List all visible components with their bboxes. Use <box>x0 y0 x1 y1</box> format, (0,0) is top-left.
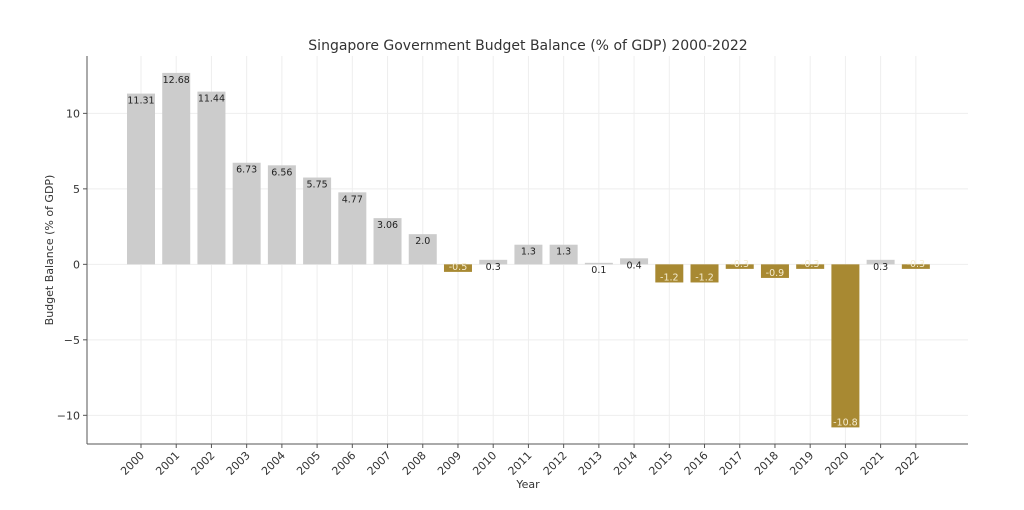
bar-2009 <box>443 264 472 272</box>
x-tick-label: 2015 <box>646 449 675 478</box>
data-label-2015: -1.2 <box>660 272 679 283</box>
data-label-2004: 6.56 <box>271 167 292 178</box>
bar-2019 <box>796 264 825 269</box>
y-ticks-group: −10 −5 0 5 10 <box>57 107 87 422</box>
x-axis-label: Year <box>515 478 540 491</box>
bar-2017 <box>725 264 754 269</box>
x-tick-label: 2018 <box>752 449 781 478</box>
x-tick-label: 2007 <box>365 449 394 478</box>
data-label-2022: -0.3 <box>907 259 926 270</box>
x-tick-label: 2010 <box>470 449 499 478</box>
data-label-2010: 0.3 <box>486 262 501 273</box>
data-label-2000: 11.31 <box>127 96 154 107</box>
data-label-2005: 5.75 <box>307 180 328 191</box>
x-tick-label: 2011 <box>506 449 535 478</box>
bar-2006 <box>338 192 367 265</box>
data-label-2011: 1.3 <box>521 247 536 258</box>
x-tick-label: 2006 <box>329 449 358 478</box>
y-tick-label: −10 <box>57 409 80 422</box>
y-tick-label: 5 <box>73 183 80 196</box>
x-tick-label: 2001 <box>153 449 182 478</box>
bar-2015 <box>655 264 684 283</box>
data-label-2020: -10.8 <box>833 417 858 428</box>
bar-2014 <box>620 258 649 265</box>
x-tick-label: 2008 <box>400 449 429 478</box>
x-tick-label: 2020 <box>823 449 852 478</box>
bar-2008 <box>408 234 437 265</box>
x-tick-label: 2014 <box>611 449 640 478</box>
x-tick-label: 2019 <box>787 449 816 478</box>
bar-2010 <box>479 259 508 265</box>
bar-2021 <box>866 259 895 265</box>
bar-2002 <box>197 91 226 265</box>
data-label-2019: -0.3 <box>801 259 820 270</box>
data-label-2017: -0.3 <box>730 259 749 270</box>
x-tick-label: 2004 <box>259 449 288 478</box>
data-labels-group: 11.31 12.68 11.44 6.73 6.56 5.75 4.77 3.06 2.0 -0… <box>127 75 925 428</box>
x-tick-label: 2012 <box>541 449 570 478</box>
bar-2003 <box>232 162 261 265</box>
bar-2001 <box>162 72 191 265</box>
bar-2005 <box>303 177 332 265</box>
bar-2004 <box>267 165 296 265</box>
bar-2011 <box>514 244 543 265</box>
data-label-2006: 4.77 <box>342 194 363 205</box>
y-tick-label: 0 <box>73 258 80 271</box>
data-label-2012: 1.3 <box>556 247 571 258</box>
data-label-2013: 0.1 <box>591 265 606 276</box>
data-label-2014: 0.4 <box>627 260 642 271</box>
chart-title: Singapore Government Budget Balance (% o… <box>308 38 747 54</box>
bar-2012 <box>549 244 578 265</box>
data-label-2002: 11.44 <box>198 94 225 105</box>
data-label-2003: 6.73 <box>236 165 257 176</box>
data-label-2009: -0.5 <box>449 262 468 273</box>
x-tick-label: 2000 <box>118 449 147 478</box>
data-label-2018: -0.9 <box>766 268 785 279</box>
data-label-2008: 2.0 <box>415 236 430 247</box>
x-tick-label: 2017 <box>717 449 746 478</box>
data-label-2001: 12.68 <box>163 75 190 86</box>
data-label-2021: 0.3 <box>873 262 888 273</box>
x-ticks-group: 2000 2001 2002 2003 2004 2005 2006 2007 2008 2009… <box>118 444 922 478</box>
bar-2022 <box>901 264 930 269</box>
y-tick-label: −5 <box>64 334 80 347</box>
bar-2020 <box>831 264 860 428</box>
x-tick-label: 2002 <box>189 449 218 478</box>
x-tick-label: 2009 <box>435 449 464 478</box>
bar-2013 <box>584 262 613 265</box>
x-tick-label: 2005 <box>294 449 323 478</box>
x-tick-label: 2013 <box>576 449 605 478</box>
x-tick-label: 2021 <box>858 449 887 478</box>
x-tick-label: 2016 <box>682 449 711 478</box>
bar-2016 <box>690 264 719 283</box>
data-label-2007: 3.06 <box>377 220 398 231</box>
bar-2000 <box>127 93 155 265</box>
data-label-2016: -1.2 <box>695 272 714 283</box>
x-tick-label: 2003 <box>224 449 253 478</box>
bars-group <box>127 72 930 428</box>
y-axis-label: Budget Balance (% of GDP) <box>43 175 56 326</box>
bar-2018 <box>760 264 789 278</box>
x-tick-label: 2022 <box>893 449 922 478</box>
axes-group <box>86 56 968 445</box>
bar-2007 <box>373 218 402 265</box>
y-tick-label: 10 <box>66 107 80 120</box>
